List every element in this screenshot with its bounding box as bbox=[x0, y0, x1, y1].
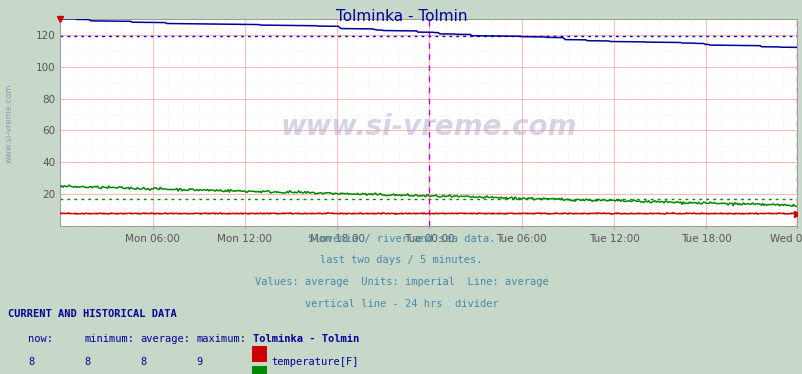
Text: 8: 8 bbox=[28, 357, 34, 367]
Text: CURRENT AND HISTORICAL DATA: CURRENT AND HISTORICAL DATA bbox=[8, 309, 176, 319]
Text: now:: now: bbox=[28, 334, 53, 344]
Text: Tolminka - Tolmin: Tolminka - Tolmin bbox=[253, 334, 358, 344]
Text: 9: 9 bbox=[196, 357, 203, 367]
Text: www.si-vreme.com: www.si-vreme.com bbox=[5, 84, 14, 163]
Text: Slovenia / river and sea data.: Slovenia / river and sea data. bbox=[307, 234, 495, 244]
Text: minimum:: minimum: bbox=[84, 334, 134, 344]
Text: 8: 8 bbox=[84, 357, 91, 367]
Text: 8: 8 bbox=[140, 357, 147, 367]
Text: temperature[F]: temperature[F] bbox=[271, 357, 358, 367]
Text: Values: average  Units: imperial  Line: average: Values: average Units: imperial Line: av… bbox=[254, 277, 548, 287]
Text: maximum:: maximum: bbox=[196, 334, 246, 344]
Text: vertical line - 24 hrs  divider: vertical line - 24 hrs divider bbox=[304, 299, 498, 309]
Text: www.si-vreme.com: www.si-vreme.com bbox=[280, 113, 577, 141]
Text: Tolminka - Tolmin: Tolminka - Tolmin bbox=[335, 9, 467, 24]
Text: average:: average: bbox=[140, 334, 190, 344]
Text: last two days / 5 minutes.: last two days / 5 minutes. bbox=[320, 255, 482, 266]
